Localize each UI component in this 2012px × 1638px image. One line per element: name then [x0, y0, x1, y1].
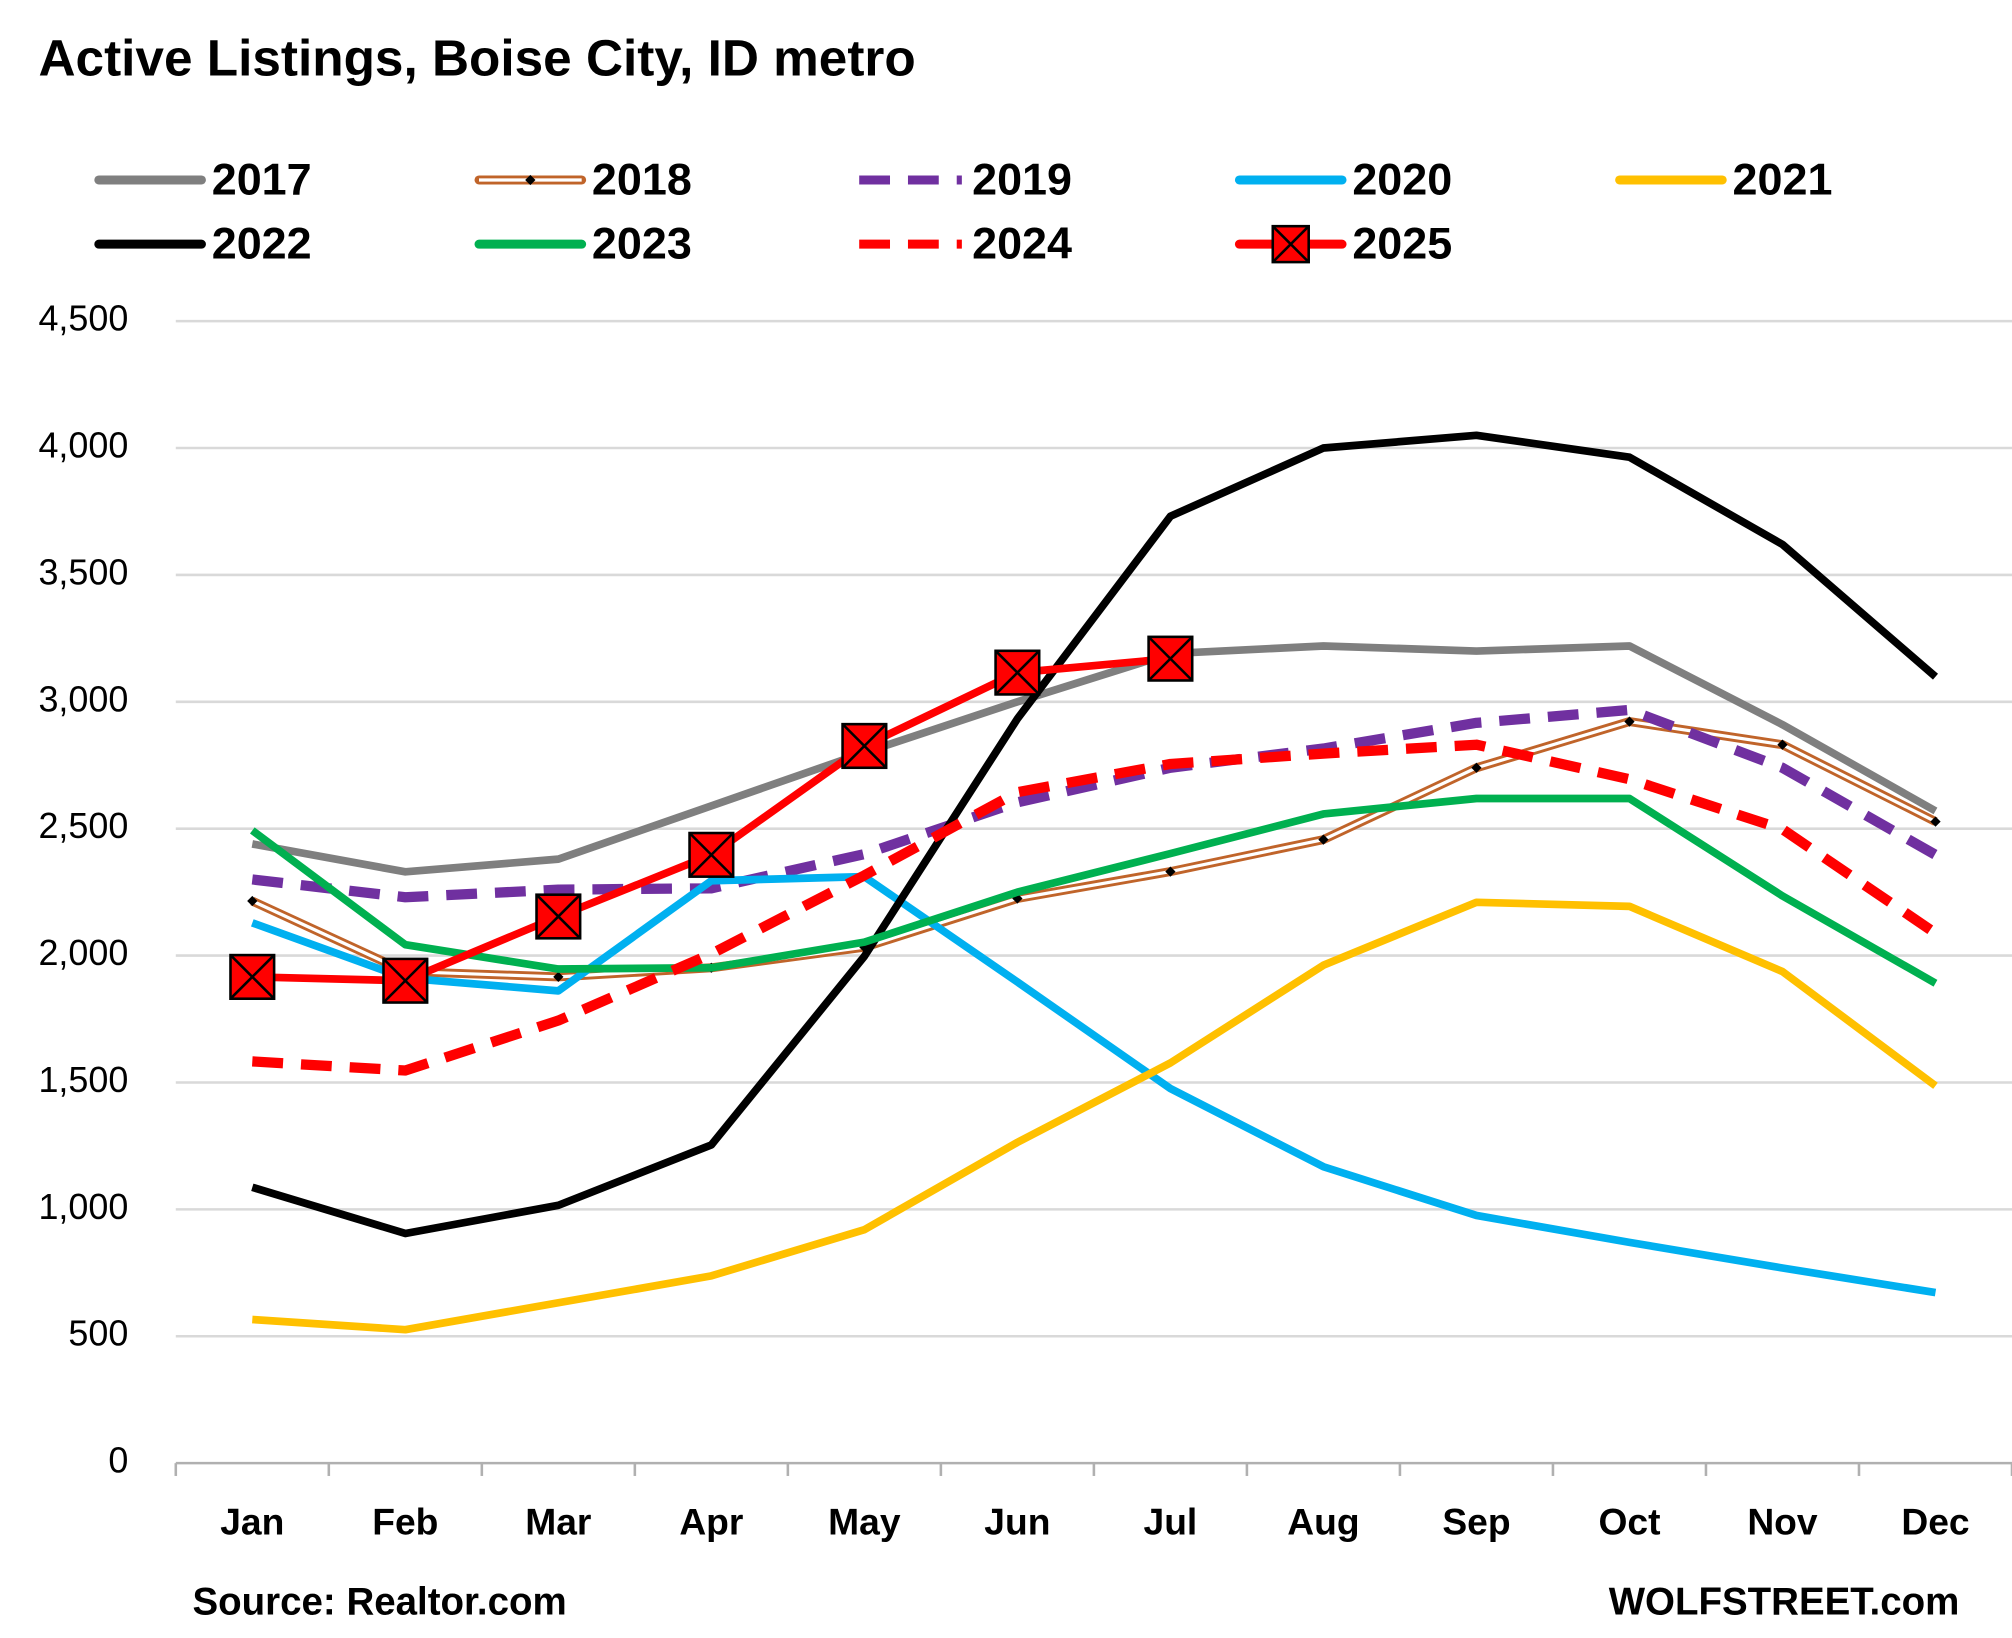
series-line — [250, 872, 1937, 1297]
x-tick-label: Jan — [220, 1501, 284, 1543]
legend-label: 2023 — [592, 218, 692, 269]
x-tick-label: Dec — [1901, 1501, 1969, 1543]
x-tick-label: Apr — [679, 1501, 743, 1543]
series-line — [249, 794, 1938, 987]
marker-x — [535, 893, 582, 940]
y-tick-label: 2,500 — [38, 805, 128, 846]
legend-label: 2020 — [1352, 153, 1452, 204]
point-marker — [1471, 762, 1482, 773]
series-line — [252, 898, 1938, 1334]
series-line — [251, 642, 1938, 876]
point-marker — [382, 957, 429, 1004]
point-marker — [535, 893, 582, 940]
series-line — [251, 704, 1939, 903]
x-tick-label: Jun — [984, 1501, 1050, 1543]
y-tick-label: 1,000 — [38, 1186, 128, 1227]
marker-x — [841, 723, 888, 769]
marker-x — [1147, 635, 1194, 682]
legend-label: 2022 — [212, 218, 312, 269]
marker-x — [688, 832, 735, 878]
legend-label: 2017 — [212, 153, 312, 204]
legend-marker-x — [1271, 225, 1310, 264]
source-note: Source: Realtor.com — [192, 1580, 566, 1623]
legend-label: 2019 — [972, 153, 1072, 204]
point-marker — [841, 722, 888, 770]
x-tick-label: Aug — [1287, 1501, 1359, 1543]
y-tick-label: 3,500 — [38, 551, 128, 592]
point-marker — [247, 895, 258, 907]
point-marker — [229, 953, 276, 1001]
series-line-inner — [251, 719, 1937, 979]
chart-title: Active Listings, Boise City, ID metro — [38, 29, 915, 86]
legend-label: 2025 — [1352, 218, 1452, 269]
point-marker — [1777, 739, 1788, 750]
x-tick-label: Nov — [1747, 1501, 1818, 1543]
point-marker — [1318, 834, 1329, 845]
point-marker — [1147, 635, 1194, 682]
x-tick-label: Feb — [372, 1501, 438, 1543]
point-marker — [994, 649, 1041, 696]
y-tick-label: 1,500 — [38, 1059, 128, 1100]
y-tick-label: 4,000 — [38, 425, 128, 466]
point-marker — [1930, 816, 1941, 827]
series-line — [251, 739, 1939, 1076]
x-tick-label: Oct — [1598, 1501, 1660, 1543]
legend-label: 2018 — [592, 153, 692, 204]
point-marker — [1624, 716, 1635, 727]
x-tick-label: Jul — [1144, 1501, 1198, 1543]
y-tick-label: 500 — [68, 1313, 128, 1354]
marker-x — [994, 649, 1041, 696]
y-tick-label: 2,000 — [38, 932, 128, 973]
point-marker — [688, 831, 735, 878]
x-tick-label: Sep — [1442, 1501, 1510, 1543]
marker-x — [382, 957, 429, 1004]
y-tick-label: 3,000 — [38, 678, 128, 719]
y-tick-label: 4,500 — [38, 298, 128, 339]
x-tick-label: Mar — [525, 1501, 591, 1543]
y-tick-label: 0 — [108, 1440, 128, 1481]
series-line — [251, 431, 1939, 1238]
legend-label: 2021 — [1733, 153, 1833, 204]
x-tick-label: May — [828, 1501, 901, 1543]
marker-x — [229, 954, 276, 1000]
legend-label: 2024 — [972, 218, 1072, 269]
point-marker — [553, 971, 564, 983]
credit: WOLFSTREET.com — [1609, 1580, 1960, 1623]
